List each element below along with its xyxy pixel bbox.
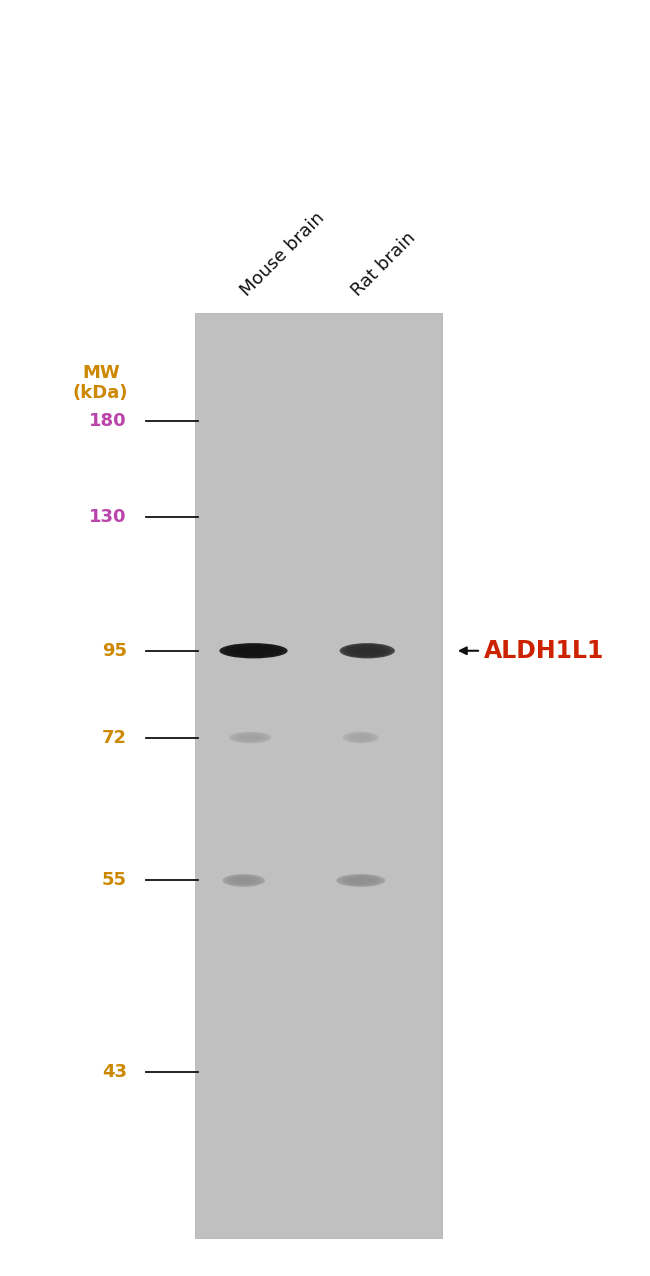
Ellipse shape [339,643,395,658]
Text: 55: 55 [102,872,127,889]
Ellipse shape [233,732,268,743]
Ellipse shape [226,875,261,886]
Text: ALDH1L1: ALDH1L1 [484,639,604,662]
Ellipse shape [353,647,382,655]
Ellipse shape [341,875,381,886]
Ellipse shape [222,874,265,887]
Text: 95: 95 [102,642,127,660]
Ellipse shape [230,877,257,884]
Text: Mouse brain: Mouse brain [237,209,328,300]
Text: 180: 180 [89,412,127,430]
Ellipse shape [346,644,388,657]
Ellipse shape [349,734,372,741]
Ellipse shape [229,731,272,743]
Ellipse shape [350,646,385,656]
Text: MW
(kDa): MW (kDa) [73,364,129,402]
Ellipse shape [345,877,376,884]
Ellipse shape [227,644,280,657]
Ellipse shape [231,646,276,656]
Ellipse shape [346,732,376,743]
Ellipse shape [236,647,271,655]
Text: 43: 43 [102,1063,127,1081]
Bar [195,313,442,1238]
Text: Rat brain: Rat brain [348,228,419,300]
Ellipse shape [237,734,264,741]
Ellipse shape [343,644,391,657]
Ellipse shape [350,878,372,883]
Ellipse shape [220,643,287,658]
Text: 130: 130 [89,508,127,526]
Ellipse shape [234,878,254,883]
Text: 72: 72 [102,729,127,746]
Ellipse shape [224,644,283,657]
Ellipse shape [337,874,385,887]
Ellipse shape [343,731,379,743]
